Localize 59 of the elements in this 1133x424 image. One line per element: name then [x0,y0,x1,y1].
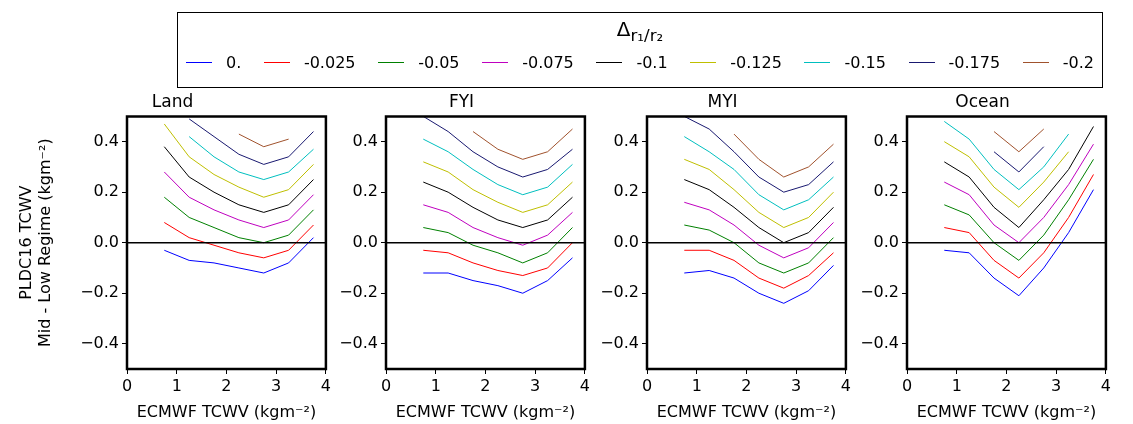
x-axis-title: ECMWF TCWV (kgm⁻²) [656,401,837,421]
x-tick-label: 4 [320,375,331,395]
x-tick-label: 1 [691,375,702,395]
x-tick-label: 2 [221,375,232,395]
y-tick-label: 0.4 [873,130,899,150]
legend-label: -0.15 [844,53,886,72]
x-tick-label: 0 [901,375,913,395]
x-tick-label: 3 [271,375,282,395]
chart-title: Ocean [955,90,1010,111]
x-tick-label: 0 [641,375,653,395]
legend-label: -0.175 [948,53,1001,72]
x-tick-label: 0 [380,375,392,395]
legend-label: -0.05 [418,53,460,72]
chart-title: Land [151,90,194,111]
y-tick-label: −0.4 [600,332,639,352]
x-tick-label: 4 [579,375,590,395]
chart-title: FYI [448,90,475,111]
y-tick-label: −0.4 [80,332,119,352]
x-tick-label: 3 [791,375,802,395]
y-tick-label: −0.2 [80,282,119,302]
x-axis-title: ECMWF TCWV (kgm⁻²) [395,401,576,421]
x-tick-label: 1 [430,375,441,395]
y-tick-label: 0.4 [352,130,378,150]
x-tick-label: 2 [1001,375,1012,395]
y-tick-label: −0.2 [860,282,899,302]
y-tick-label: 0.0 [613,231,639,251]
y-tick-label: 0.2 [93,181,119,201]
y-tick-label: 0.2 [613,181,639,201]
y-axis-title: PLDC16 TCWV Mid - Low Regime (kgm⁻²) [15,138,54,348]
legend-label: -0.2 [1062,53,1094,72]
legend-label: -0.125 [730,53,782,72]
y-tick-label: −0.2 [339,282,378,302]
y-tick-label: −0.2 [600,282,639,302]
y-tick-label: 0.0 [873,231,899,251]
y-tick-label: −0.4 [860,332,899,352]
legend-label: -0.075 [522,53,574,72]
x-tick-label: 0 [121,375,133,395]
x-tick-label: 1 [171,375,182,395]
x-tick-label: 4 [1100,375,1111,395]
x-tick-label: 3 [530,375,541,395]
x-axis-title: ECMWF TCWV (kgm⁻²) [136,401,317,421]
legend-title: Δ$_{r₁/r₂}$ [615,17,665,47]
legend-label: -0.025 [303,53,356,72]
y-tick-label: 0.4 [613,130,639,150]
x-axis-title: ECMWF TCWV (kgm⁻²) [916,401,1097,421]
x-tick-label: 1 [951,375,962,395]
y-tick-label: 0.2 [873,181,899,201]
legend-label: 0. [226,53,242,72]
x-tick-label: 2 [741,375,752,395]
y-tick-label: 0.0 [352,231,378,251]
legend-label: -0.1 [636,53,668,72]
x-tick-label: 2 [480,375,491,395]
chart-title: MYI [707,90,738,111]
y-tick-label: 0.0 [93,231,119,251]
y-tick-label: 0.4 [93,130,119,150]
y-tick-label: −0.4 [339,332,378,352]
y-tick-label: 0.2 [352,181,378,201]
x-tick-label: 4 [840,375,851,395]
x-tick-label: 3 [1051,375,1062,395]
